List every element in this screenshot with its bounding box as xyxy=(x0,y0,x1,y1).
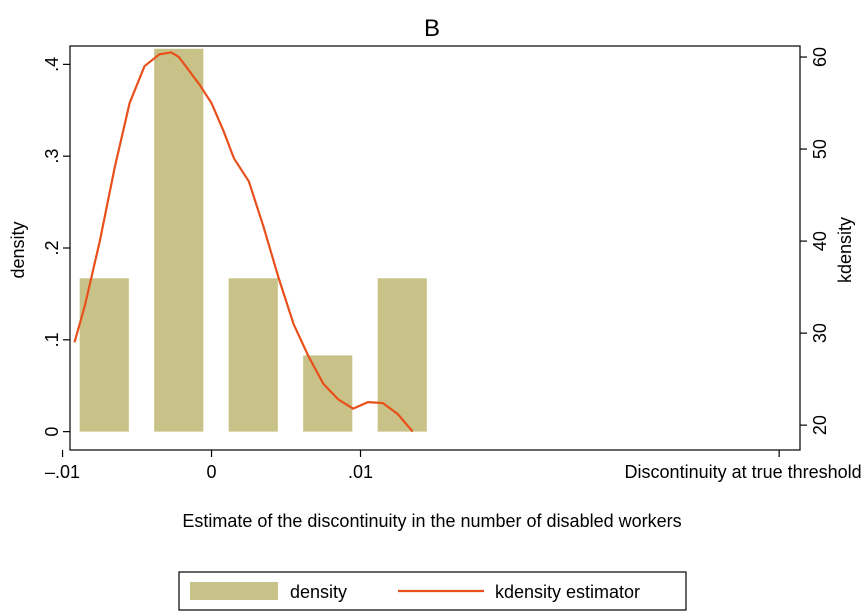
x-tick-label: –.01 xyxy=(45,462,80,482)
y2-tick-label: 30 xyxy=(810,323,830,343)
x-tick-label: 0 xyxy=(207,462,217,482)
y-axis-left: 0 .1 .2 .3 .4 xyxy=(42,57,70,437)
y2-tick-label: 60 xyxy=(810,47,830,67)
legend-label-density: density xyxy=(290,582,347,602)
histogram-bar xyxy=(303,355,353,432)
y-tick-label: 0 xyxy=(42,427,62,437)
x-tick-label: .01 xyxy=(348,462,373,482)
x-tick-label: Discontinuity at true threshold (0.0381) xyxy=(625,462,864,482)
chart-title: B xyxy=(424,15,440,42)
y2-tick-label: 40 xyxy=(810,231,830,251)
y-axis-right: 20 30 40 50 60 xyxy=(800,47,830,435)
y2-tick-label: 50 xyxy=(810,139,830,159)
y-tick-label: .2 xyxy=(42,240,62,255)
legend: density kdensity estimator xyxy=(178,571,687,611)
y2-axis-label: kdensity xyxy=(835,217,855,283)
y-tick-label: .3 xyxy=(42,149,62,164)
y-tick-label: .4 xyxy=(42,57,62,72)
histogram-bar xyxy=(154,48,204,432)
histogram-bar xyxy=(79,278,129,432)
legend-label-kdensity: kdensity estimator xyxy=(495,582,640,602)
legend-swatch-density xyxy=(190,582,278,600)
kdensity-line xyxy=(73,51,414,433)
y2-tick-label: 20 xyxy=(810,415,830,435)
y-axis-label: density xyxy=(8,221,28,278)
x-axis-label: Estimate of the discontinuity in the num… xyxy=(182,511,681,531)
y-tick-label: .1 xyxy=(42,332,62,347)
plot-area xyxy=(69,45,801,451)
x-axis: –.01 0 .01 Discontinuity at true threshold … xyxy=(45,450,864,482)
histogram-bar xyxy=(377,278,427,432)
histogram-bar xyxy=(228,278,278,432)
